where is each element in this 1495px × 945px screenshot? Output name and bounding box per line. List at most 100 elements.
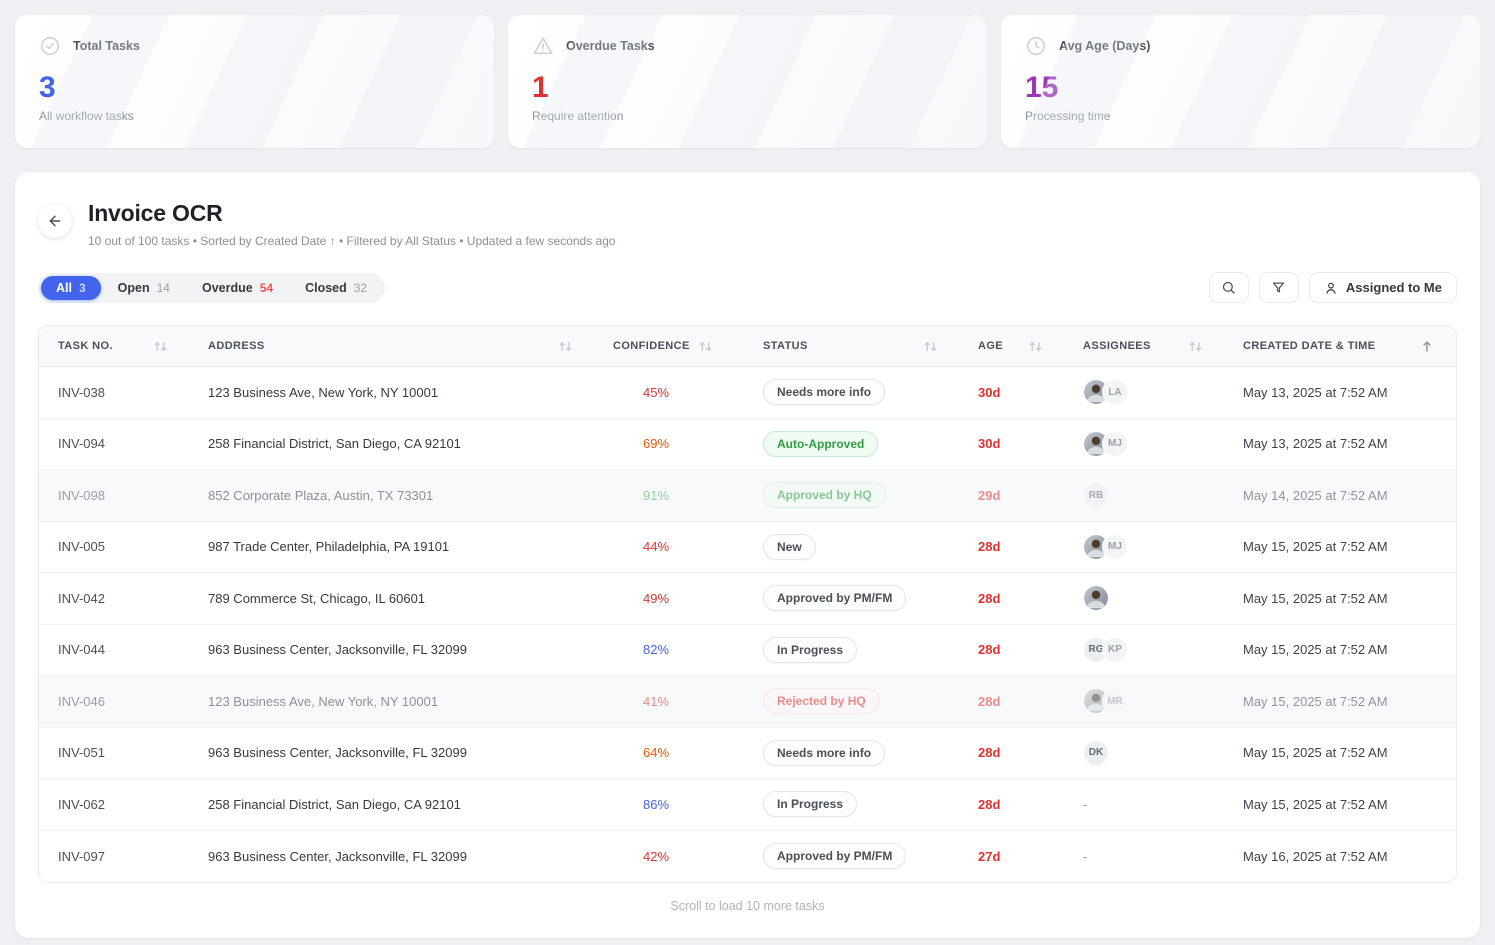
confidence-value: 41% [643,693,670,709]
assignees-cell: - [1083,797,1243,812]
created-date: May 15, 2025 at 7:52 AM [1243,590,1388,606]
assignees-cell: RG KP [1083,636,1243,663]
table-row[interactable]: INV-042 789 Commerce St, Chicago, IL 6060… [39,573,1456,625]
alert-triangle-icon [532,35,554,57]
table-row[interactable]: INV-094 258 Financial District, San Diego… [39,418,1456,470]
column-header-created-date-time[interactable]: CREATED DATE & TIME [1243,340,1437,353]
stat-value: 15 [1025,71,1059,104]
status-cell: Needs more info [763,379,978,406]
stat-card-total-tasks: Total Tasks 3 All workflow tasks [15,15,494,148]
tab-closed[interactable]: Closed 32 [290,276,382,300]
load-more-hint: Scroll to load 10 more tasks [670,899,825,913]
task-number: INV-005 [58,539,105,555]
task-address: 123 Business Ave, New York, NY 10001 [208,384,439,400]
task-number: INV-044 [58,642,105,658]
stat-label: Avg Age (Days) [1059,39,1151,53]
age-value: 27d [978,848,1001,864]
stat-card-avg-age-days-: Avg Age (Days) 15 Processing time [1001,15,1480,148]
table-row[interactable]: INV-097 963 Business Center, Jacksonville… [39,830,1456,882]
invoice-ocr-panel: Invoice OCR 10 out of 100 tasks • Sorted… [15,172,1480,938]
tab-all[interactable]: All 3 [41,275,101,300]
assigned-to-me-button[interactable]: Assigned to Me [1308,272,1457,303]
tab-open[interactable]: Open 14 [103,276,185,300]
status-cell: Auto-Approved [763,430,978,457]
table-row[interactable]: INV-005 987 Trade Center, Philadelphia, P… [39,521,1456,573]
status-badge: Needs more info [763,739,886,766]
confidence-value: 69% [643,436,670,452]
table-row[interactable]: INV-044 963 Business Center, Jacksonville… [39,624,1456,676]
stats-row: Total Tasks 3 All workflow tasks Overdue Ta… [0,0,1495,148]
task-number: INV-046 [58,693,105,709]
status-badge: Approved by PM/FM [763,843,907,870]
title-block: Invoice OCR 10 out of 100 tasks • Sorted… [88,200,616,248]
page-title: Invoice OCR [88,200,223,226]
tab-count: 14 [156,280,170,295]
status-badge: Auto-Approved [763,430,879,457]
avatar-stack: DK [1083,739,1109,766]
task-address: 987 Trade Center, Philadelphia, PA 19101 [208,539,450,555]
panel-header: Invoice OCR 10 out of 100 tasks • Sorted… [38,200,1457,248]
tab-count: 54 [259,280,274,295]
created-date: May 15, 2025 at 7:52 AM [1243,642,1388,658]
avatar-stack: MR [1083,688,1128,715]
tab-label: All [56,280,72,295]
table-row[interactable]: INV-051 963 Business Center, Jacksonville… [39,727,1456,779]
age-value: 28d [978,796,1001,812]
column-header-assignees[interactable]: ASSIGNEES [1083,340,1243,353]
avatar-stack [1083,585,1109,612]
sort-toggle-icon [1028,340,1043,353]
task-address: 258 Financial District, San Diego, CA 92… [208,796,461,812]
table-row[interactable]: INV-098 852 Corporate Plaza, Austin, TX 7… [39,470,1456,522]
task-address: 852 Corporate Plaza, Austin, TX 73301 [208,487,434,503]
search-icon [1221,280,1236,295]
created-date: May 13, 2025 at 7:52 AM [1243,384,1388,400]
table-row[interactable]: INV-062 258 Financial District, San Diego… [39,779,1456,831]
sort-ascending-icon [1421,340,1433,353]
task-number: INV-062 [58,796,105,812]
back-button[interactable] [38,204,72,238]
stat-value: 3 [39,71,56,104]
column-header-age[interactable]: AGE [978,340,1083,353]
avatar-stack: LA [1083,379,1128,406]
age-value: 28d [978,745,1001,761]
task-address: 963 Business Center, Jacksonville, FL 32… [208,848,467,864]
avatar-initials: DK [1083,739,1109,766]
age-value: 28d [978,539,1001,555]
column-label: TASK NO. [58,340,113,352]
task-number: INV-042 [58,590,105,606]
confidence-value: 86% [643,796,670,812]
status-cell: Approved by PM/FM [763,585,978,612]
sort-toggle-icon [558,340,573,353]
confidence-value: 49% [643,590,670,606]
status-badge: New [763,533,816,560]
assignees-cell: MJ [1083,430,1243,457]
table-row[interactable]: INV-046 123 Business Ave, New York, NY 10… [39,676,1456,728]
column-header-address[interactable]: ADDRESS [208,340,613,353]
assignees-cell [1083,585,1243,612]
tab-count: 32 [353,280,368,295]
column-header-status[interactable]: STATUS [763,340,978,353]
confidence-value: 42% [643,848,670,864]
filter-button[interactable] [1258,272,1299,303]
created-date: May 15, 2025 at 7:52 AM [1243,693,1388,709]
search-button[interactable] [1208,272,1249,303]
assignees-cell: LA [1083,379,1243,406]
table-header-row: TASK NO. ADDRESS CONFIDENCE STATUS AGE ASSIGN… [39,326,1456,367]
clock-icon [1025,35,1047,57]
toolbar: Assigned to Me [1208,272,1457,303]
task-address: 963 Business Center, Jacksonville, FL 32… [208,642,467,658]
sort-toggle-icon [923,340,938,353]
column-header-confidence[interactable]: CONFIDENCE [613,340,763,353]
column-header-task-no-[interactable]: TASK NO. [58,340,208,353]
task-address: 963 Business Center, Jacksonville, FL 32… [208,745,467,761]
tab-overdue[interactable]: Overdue 54 [187,276,288,300]
column-label: STATUS [763,340,808,352]
task-number: INV-051 [58,745,105,761]
stat-value: 1 [532,71,549,104]
age-value: 30d [978,436,1001,452]
sort-toggle-icon [698,340,713,353]
assignees-cell: RB [1083,482,1243,509]
status-badge: Needs more info [763,379,886,406]
status-badge: Rejected by HQ [763,688,880,715]
table-row[interactable]: INV-038 123 Business Ave, New York, NY 10… [39,367,1456,419]
